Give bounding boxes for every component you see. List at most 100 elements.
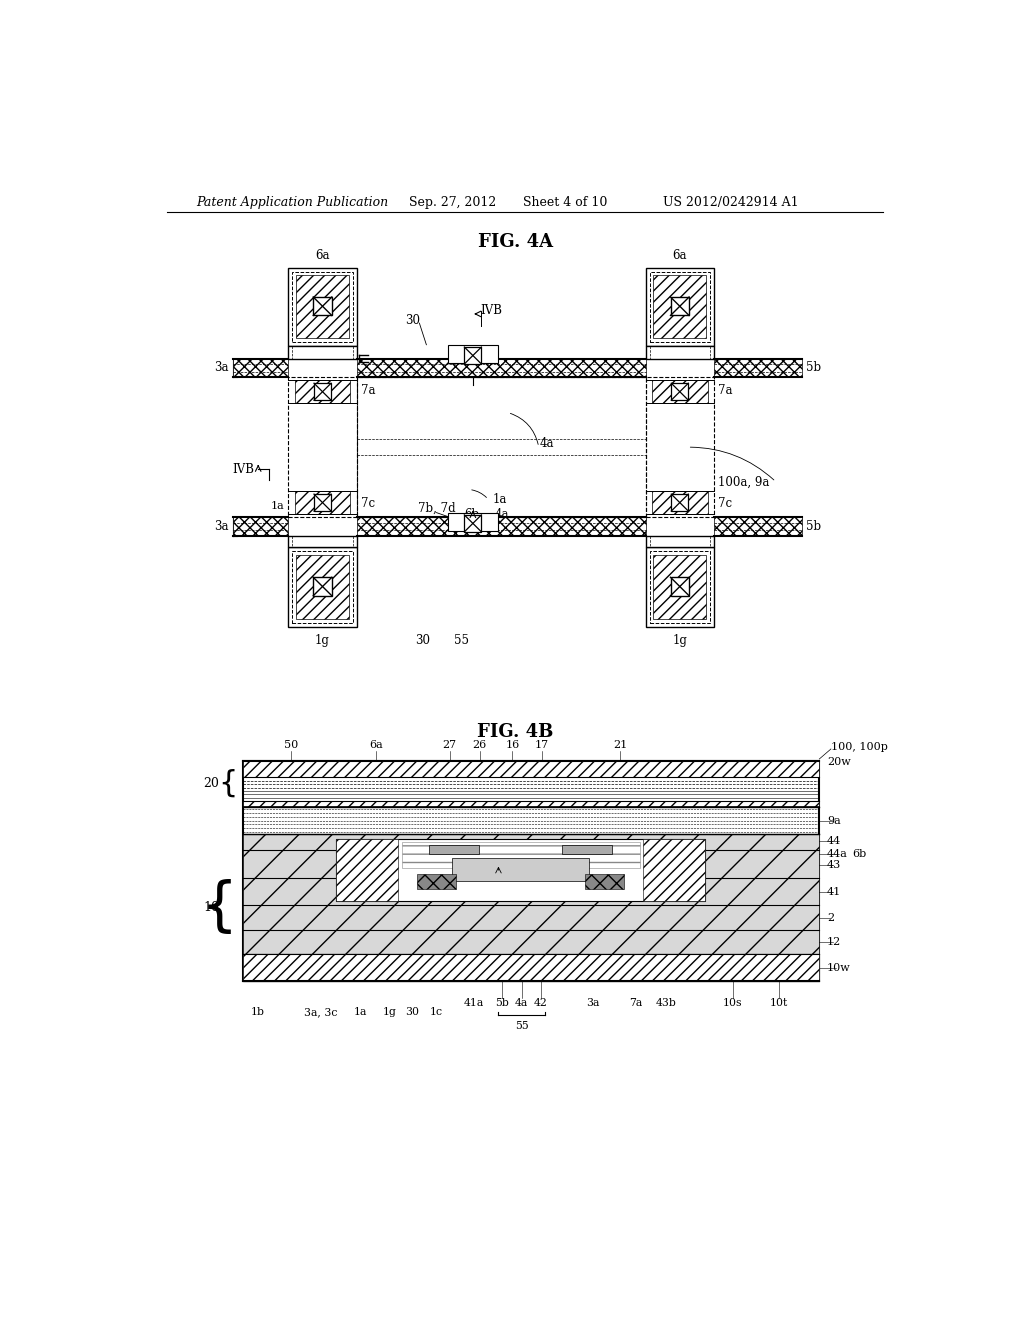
Bar <box>243 954 819 981</box>
Bar <box>313 577 332 595</box>
Text: 10s: 10s <box>723 998 742 1007</box>
Bar <box>417 874 456 890</box>
Text: 6b: 6b <box>852 849 866 859</box>
Bar <box>295 380 350 404</box>
Bar <box>646 548 714 627</box>
Bar <box>646 268 714 346</box>
Text: 20: 20 <box>204 777 219 791</box>
Text: 7b, 7d: 7b, 7d <box>418 502 456 515</box>
FancyArrowPatch shape <box>690 447 774 480</box>
Text: FIG. 4B: FIG. 4B <box>477 723 554 741</box>
Text: FIG. 4A: FIG. 4A <box>478 232 553 251</box>
Text: 5b: 5b <box>496 998 509 1007</box>
Bar <box>649 272 710 342</box>
Bar <box>562 845 612 854</box>
Bar <box>356 359 646 378</box>
Bar <box>449 512 498 531</box>
Text: 1c: 1c <box>430 1007 443 1016</box>
Text: 17: 17 <box>535 739 549 750</box>
Text: 41a: 41a <box>464 998 483 1007</box>
Text: 2: 2 <box>827 912 835 923</box>
Text: 3a: 3a <box>587 998 600 1007</box>
Bar <box>671 577 689 595</box>
Text: 10w: 10w <box>827 962 851 973</box>
Text: 10: 10 <box>204 902 219 915</box>
Bar <box>296 276 349 338</box>
Text: 43b: 43b <box>656 998 677 1007</box>
Text: 7c: 7c <box>718 496 732 510</box>
Bar <box>586 874 624 890</box>
Text: 100a, 9a: 100a, 9a <box>718 475 769 488</box>
Text: {: { <box>219 770 238 799</box>
Text: 4a: 4a <box>540 437 554 450</box>
Text: 30: 30 <box>404 1007 419 1016</box>
Bar <box>314 494 331 511</box>
Text: {: { <box>201 879 238 936</box>
Bar <box>672 494 688 511</box>
Bar <box>464 347 481 364</box>
Text: 3a, 3c: 3a, 3c <box>303 1007 337 1016</box>
Text: 1g: 1g <box>673 634 687 647</box>
FancyArrowPatch shape <box>510 413 539 445</box>
Bar <box>646 346 714 359</box>
Text: 12: 12 <box>827 937 842 948</box>
Text: 26: 26 <box>473 739 487 750</box>
Bar <box>643 840 706 900</box>
Text: 5b: 5b <box>806 520 821 533</box>
Text: 20w: 20w <box>827 758 851 767</box>
Bar <box>289 378 356 517</box>
Bar <box>232 517 289 536</box>
Text: 4a: 4a <box>515 998 528 1007</box>
Bar <box>429 845 479 854</box>
Bar <box>243 954 819 981</box>
Text: 1a: 1a <box>354 1007 368 1016</box>
Text: 1g: 1g <box>382 1007 396 1016</box>
Bar <box>452 858 589 882</box>
Text: 42: 42 <box>535 998 548 1007</box>
Text: 6a: 6a <box>369 739 383 750</box>
Bar <box>646 536 714 548</box>
Text: 4a: 4a <box>495 508 509 520</box>
Bar <box>289 268 356 346</box>
Text: 1a: 1a <box>270 502 285 511</box>
Text: 30: 30 <box>404 314 420 326</box>
Bar <box>243 760 819 981</box>
Bar <box>649 552 710 623</box>
Bar <box>295 491 350 515</box>
Text: 1b: 1b <box>251 1007 265 1016</box>
Text: 10t: 10t <box>770 998 788 1007</box>
Text: 7c: 7c <box>360 496 375 510</box>
Text: Sheet 4 of 10: Sheet 4 of 10 <box>523 195 607 209</box>
Text: 1a: 1a <box>493 492 507 506</box>
Bar <box>653 554 707 619</box>
Bar <box>464 515 481 532</box>
Text: 55: 55 <box>515 1020 528 1031</box>
Bar <box>672 383 688 400</box>
Text: 44a: 44a <box>827 849 848 859</box>
Text: Sep. 27, 2012: Sep. 27, 2012 <box>410 195 497 209</box>
Text: IVB: IVB <box>232 463 254 477</box>
Text: 100, 100p: 100, 100p <box>830 742 888 751</box>
Bar <box>653 276 707 338</box>
Bar <box>652 491 708 515</box>
Text: 50: 50 <box>284 739 298 750</box>
Bar <box>243 800 819 807</box>
Bar <box>289 346 356 359</box>
Bar <box>336 840 706 900</box>
Text: 55: 55 <box>454 634 469 647</box>
Bar <box>313 297 332 315</box>
Bar <box>714 359 802 378</box>
Bar <box>671 297 689 315</box>
Text: 21: 21 <box>613 739 628 750</box>
Bar <box>289 536 356 548</box>
Text: 6a: 6a <box>315 248 330 261</box>
Text: 30: 30 <box>415 634 430 647</box>
Bar <box>356 517 646 536</box>
Text: 43: 43 <box>827 861 842 870</box>
Bar <box>243 760 819 777</box>
Bar <box>449 345 498 363</box>
Text: Patent Application Publication: Patent Application Publication <box>197 195 388 209</box>
Bar <box>652 380 708 404</box>
FancyArrowPatch shape <box>472 490 486 498</box>
Text: 7a: 7a <box>629 998 642 1007</box>
